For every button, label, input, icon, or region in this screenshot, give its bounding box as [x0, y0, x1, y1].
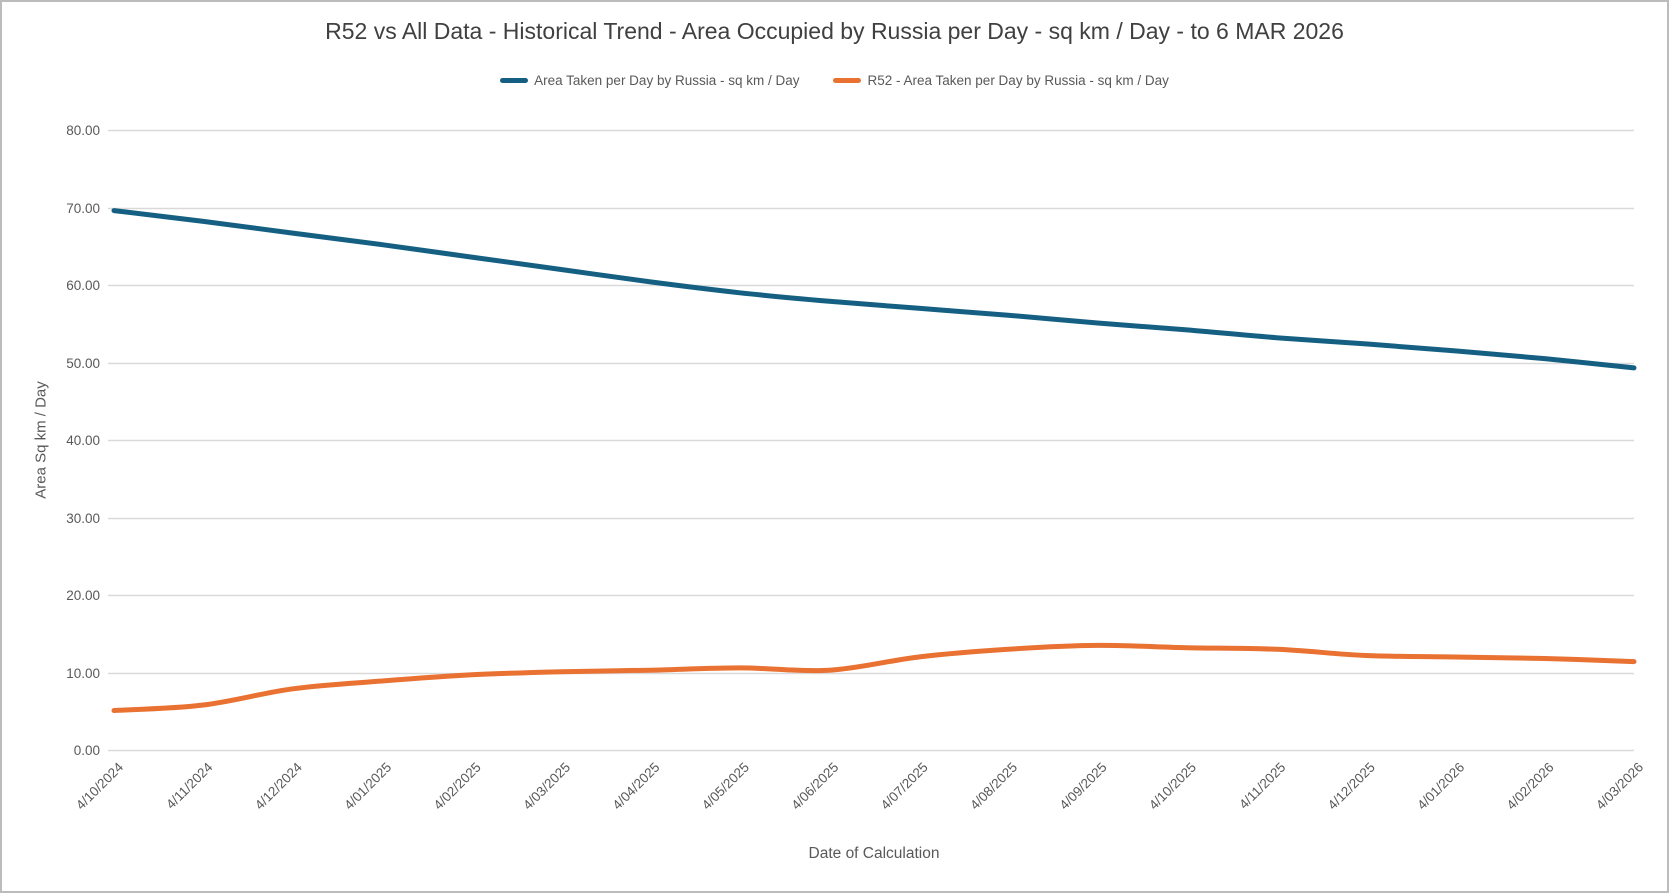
y-tick-label: 50.00: [66, 356, 100, 371]
x-tick-label: 4/05/2025: [699, 760, 752, 813]
x-tick-label: 4/02/2025: [431, 760, 484, 813]
x-tick-label: 4/03/2026: [1593, 760, 1646, 813]
x-tick-label: 4/01/2025: [341, 760, 394, 813]
y-axis-title: Area Sq km / Day: [32, 381, 50, 499]
legend-item-r52[interactable]: R52 - Area Taken per Day by Russia - sq …: [833, 73, 1169, 88]
x-tick-label: 4/02/2026: [1504, 760, 1557, 813]
series-line-all-data: [111, 208, 1637, 371]
x-tick-label: 4/04/2025: [610, 760, 663, 813]
legend-label-r52: R52 - Area Taken per Day by Russia - sq …: [867, 73, 1169, 88]
legend: Area Taken per Day by Russia - sq km / D…: [2, 73, 1667, 88]
y-tick-label: 40.00: [66, 433, 100, 448]
x-tick-label: 4/07/2025: [878, 760, 931, 813]
y-tick-label: 10.00: [66, 666, 100, 681]
series-line-r52: [111, 642, 1637, 713]
y-tick-label: 70.00: [66, 201, 100, 216]
x-tick-label: 4/10/2024: [73, 759, 126, 812]
y-tick-label: 20.00: [66, 588, 100, 603]
legend-item-all-data[interactable]: Area Taken per Day by Russia - sq km / D…: [500, 73, 799, 88]
y-tick-label: 80.00: [66, 123, 100, 138]
x-tick-label: 4/10/2025: [1146, 760, 1199, 813]
x-tick-label: 4/01/2026: [1414, 760, 1467, 813]
x-tick-label: 4/08/2025: [967, 760, 1020, 813]
x-tick-label: 4/12/2025: [1325, 760, 1378, 813]
x-tick-label: 4/06/2025: [788, 760, 841, 813]
y-tick-label: 60.00: [66, 278, 100, 293]
x-tick-label: 4/11/2025: [1236, 760, 1288, 812]
x-tick-label: 4/09/2025: [1057, 760, 1110, 813]
x-tick-label: 4/11/2024: [163, 759, 216, 812]
legend-line-swatch-r52: [833, 78, 862, 83]
x-tick-label: 4/12/2024: [252, 759, 305, 812]
x-tick-label: 4/03/2025: [520, 760, 573, 813]
chart-title: R52 vs All Data - Historical Trend - Are…: [325, 18, 1344, 44]
x-axis-title: Date of Calculation: [808, 845, 940, 862]
y-tick-label: 0.00: [74, 743, 100, 758]
y-tick-label: 30.00: [66, 511, 100, 526]
legend-label-all-data: Area Taken per Day by Russia - sq km / D…: [534, 73, 800, 88]
legend-line-swatch-all-data: [500, 78, 529, 83]
